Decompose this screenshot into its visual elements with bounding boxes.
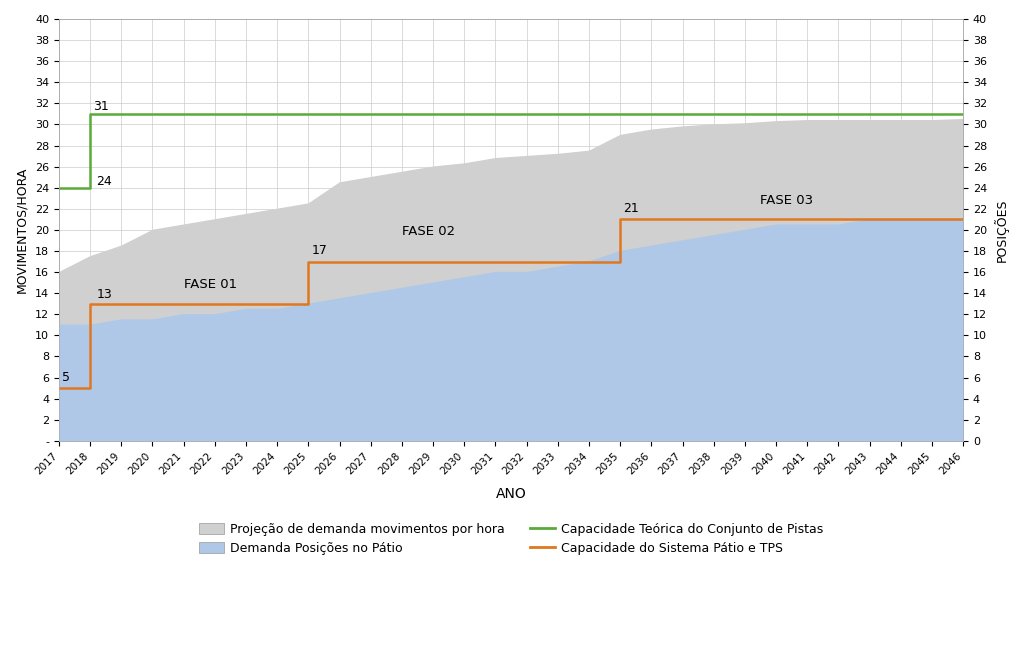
Y-axis label: POSIÇÕES: POSIÇÕES <box>994 198 1009 261</box>
Text: 21: 21 <box>624 202 639 215</box>
Text: FASE 03: FASE 03 <box>761 194 814 206</box>
Legend: Projeção de demanda movimentos por hora, Demanda Posições no Pátio, Capacidade T: Projeção de demanda movimentos por hora,… <box>193 516 829 561</box>
Y-axis label: MOVIMENTOS/HORA: MOVIMENTOS/HORA <box>15 167 28 293</box>
Text: 24: 24 <box>96 175 112 187</box>
Text: FASE 02: FASE 02 <box>401 225 455 238</box>
Text: 13: 13 <box>96 288 112 302</box>
Text: 31: 31 <box>93 99 109 113</box>
Text: 17: 17 <box>311 244 328 257</box>
Text: 5: 5 <box>62 371 70 384</box>
Text: FASE 01: FASE 01 <box>183 278 237 291</box>
X-axis label: ANO: ANO <box>496 487 526 501</box>
